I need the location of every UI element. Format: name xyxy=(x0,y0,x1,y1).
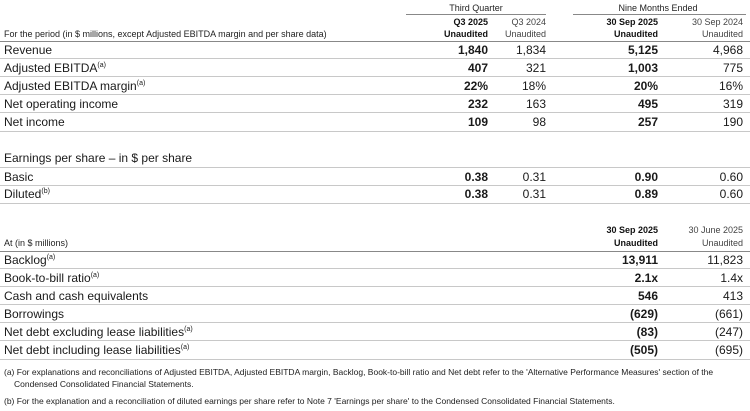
value-cell: 2.1x xyxy=(634,271,658,285)
value-cell: 0.38 xyxy=(464,187,488,201)
header-divider xyxy=(0,41,750,42)
value-cell: 407 xyxy=(467,61,488,75)
footnote-ref: (a) xyxy=(136,80,146,87)
row-divider xyxy=(0,167,750,168)
row-divider xyxy=(0,58,750,59)
footnote-ref: (a) xyxy=(180,344,190,351)
row-divider xyxy=(0,304,750,305)
col-sub-30jun2025: Unaudited xyxy=(701,238,743,248)
value-cell: 0.31 xyxy=(522,187,546,201)
footnote-a: (a) For explanations and reconciliations… xyxy=(4,367,714,377)
value-cell: 495 xyxy=(637,97,658,111)
col-sub-30sep2025: Unaudited xyxy=(614,29,658,39)
group-header-third-quarter: Third Quarter xyxy=(449,3,503,13)
col-header-30sep2024: 30 Sep 2024 xyxy=(691,17,743,27)
value-cell: 0.38 xyxy=(464,170,488,184)
value-cell: 1,003 xyxy=(627,61,658,75)
footnote-ref: (a) xyxy=(90,272,100,279)
footnote-ref: (b) xyxy=(41,188,50,195)
value-cell: 413 xyxy=(722,289,743,303)
value-cell: (629) xyxy=(629,307,658,321)
row-label: Diluted(b) xyxy=(4,187,50,201)
row-label: Borrowings xyxy=(4,307,65,321)
row-label: Net operating income xyxy=(4,97,119,111)
col-sub-30sep2024: Unaudited xyxy=(701,29,743,39)
value-cell: 0.60 xyxy=(719,187,743,201)
value-cell: 18% xyxy=(521,79,546,93)
col-header-q3-2024: Q3 2024 xyxy=(511,17,546,27)
eps-section-title: Earnings per share – in $ per share xyxy=(4,151,193,165)
value-cell: 0.60 xyxy=(719,170,743,184)
value-cell: 0.90 xyxy=(634,170,658,184)
value-cell: 1,840 xyxy=(457,43,488,57)
col-header-30sep2025-b: 30 Sep 2025 xyxy=(606,225,658,235)
group-header-nine-months: Nine Months Ended xyxy=(618,3,698,13)
value-cell: (661) xyxy=(714,307,743,321)
row-divider xyxy=(0,203,750,204)
col-sub-q3-2024: Unaudited xyxy=(504,29,546,39)
value-cell: 0.89 xyxy=(634,187,658,201)
row-label: Book-to-bill ratio(a) xyxy=(4,271,100,285)
value-cell: 319 xyxy=(722,97,743,111)
value-cell: 1.4x xyxy=(720,271,743,285)
row-label: Net debt including lease liabilities(a) xyxy=(4,343,190,357)
col-sub-q3-2025: Unaudited xyxy=(444,29,488,39)
row-label: Adjusted EBITDA(a) xyxy=(4,61,106,75)
value-cell: 321 xyxy=(525,61,546,75)
row-divider xyxy=(0,286,750,287)
value-cell: 257 xyxy=(637,115,658,129)
footnote-ref: (a) xyxy=(46,254,56,261)
row-label: Backlog(a) xyxy=(4,253,56,267)
row-label: Basic xyxy=(4,170,34,184)
value-cell: 546 xyxy=(637,289,658,303)
col-sub-30sep2025-b: Unaudited xyxy=(614,238,658,248)
value-cell: 11,823 xyxy=(707,253,743,267)
col-header-q3-2025: Q3 2025 xyxy=(453,17,488,27)
row-label: Adjusted EBITDA margin(a) xyxy=(4,79,146,93)
value-cell: 98 xyxy=(532,115,546,129)
bottom-caption: At (in $ millions) xyxy=(4,238,69,248)
row-label: Revenue xyxy=(4,43,53,57)
value-cell: (247) xyxy=(714,325,743,339)
value-cell: (83) xyxy=(636,325,658,339)
footnote-b: (b) For the explanation and a reconcilia… xyxy=(4,396,615,406)
value-cell: 4,968 xyxy=(712,43,743,57)
row-divider xyxy=(0,359,750,360)
footnote-ref: (a) xyxy=(97,62,106,69)
footnote-a-cont: Condensed Consolidated Financial Stateme… xyxy=(14,379,194,389)
row-divider xyxy=(0,94,750,95)
row-divider xyxy=(0,131,750,132)
row-divider xyxy=(0,112,750,113)
value-cell: 20% xyxy=(633,79,658,93)
header-divider xyxy=(0,251,750,252)
value-cell: 1,834 xyxy=(515,43,546,57)
value-cell: 163 xyxy=(525,97,546,111)
row-label: Net income xyxy=(4,115,65,129)
row-divider xyxy=(0,76,750,77)
group-underline-left xyxy=(406,14,546,15)
value-cell: 5,125 xyxy=(627,43,658,57)
value-cell: (505) xyxy=(629,343,658,357)
row-label: Net debt excluding lease liabilities(a) xyxy=(4,325,193,339)
row-divider xyxy=(0,185,750,186)
row-divider xyxy=(0,268,750,269)
row-divider xyxy=(0,322,750,323)
footnote-ref: (a) xyxy=(184,326,193,333)
value-cell: 232 xyxy=(467,97,488,111)
row-label: Cash and cash equivalents xyxy=(4,289,149,303)
value-cell: 16% xyxy=(718,79,743,93)
value-cell: 109 xyxy=(467,115,488,129)
value-cell: (695) xyxy=(714,343,743,357)
col-header-30sep2025: 30 Sep 2025 xyxy=(606,17,658,27)
col-header-30jun2025: 30 June 2025 xyxy=(688,225,743,235)
table-caption: For the period (in $ millions, except Ad… xyxy=(4,29,327,39)
value-cell: 0.31 xyxy=(522,170,546,184)
value-cell: 22% xyxy=(463,79,488,93)
row-divider xyxy=(0,340,750,341)
value-cell: 190 xyxy=(722,115,743,129)
value-cell: 13,911 xyxy=(621,253,658,267)
group-underline-right xyxy=(573,14,746,15)
value-cell: 775 xyxy=(722,61,743,75)
